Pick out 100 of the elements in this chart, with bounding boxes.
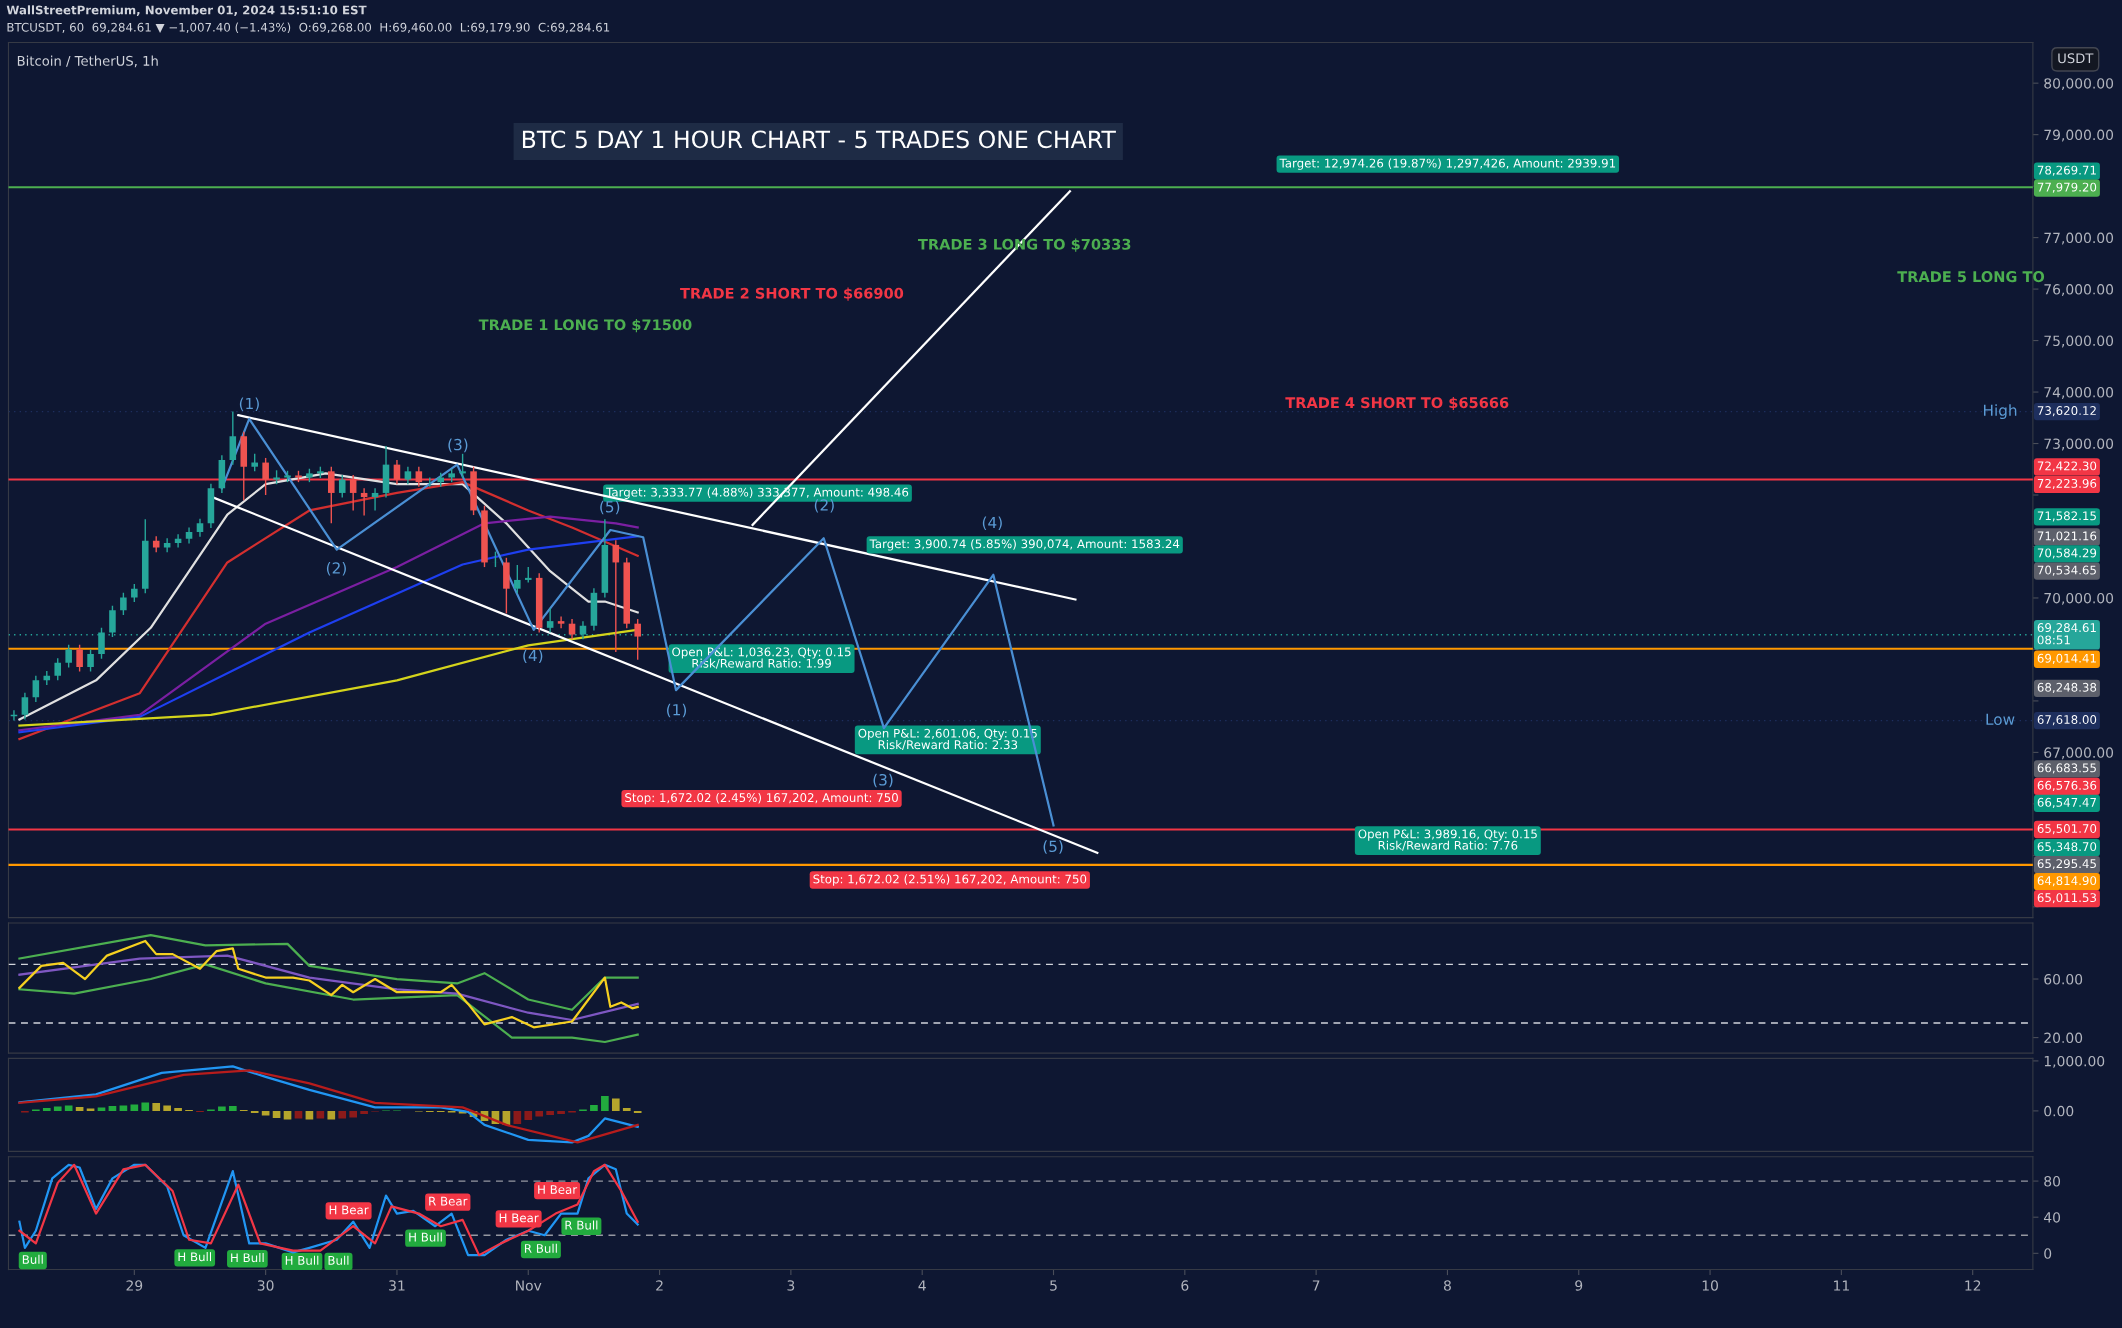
y-tick-label: 76,000.00 — [2044, 284, 2114, 296]
annotation: H Bear — [538, 1185, 578, 1194]
bar — [53, 1106, 62, 1111]
y-tick-label: 73,000.00 — [2044, 438, 2114, 451]
y-tick-label: 60.00 — [2044, 974, 2083, 985]
y-tick-label: 79,000.00 — [2044, 129, 2114, 142]
x-tick-label: 31 — [389, 1280, 405, 1291]
candlestick — [21, 691, 29, 721]
annotation: (3) — [873, 773, 893, 788]
candlestick — [65, 644, 72, 669]
bar — [75, 1106, 84, 1111]
ref-line-label: 77,979.20 — [2037, 182, 2097, 193]
bar — [42, 1107, 51, 1111]
candlestick — [120, 592, 127, 616]
text: 72,223.96 — [2037, 478, 2097, 490]
candlestick — [163, 537, 171, 553]
candlestick — [328, 465, 335, 525]
x-tick-label: 30 — [257, 1280, 274, 1291]
bar — [590, 1104, 598, 1111]
bar — [327, 1110, 336, 1120]
bar — [152, 1102, 161, 1111]
text: 70,584.29 — [2037, 548, 2097, 559]
x-tick-label: 10 — [1702, 1280, 1718, 1291]
candlestick — [546, 607, 554, 634]
annotation: (1) — [667, 703, 687, 718]
bar — [513, 1110, 522, 1124]
annotation: Bull — [328, 1255, 349, 1265]
annotation: Stop: 1,672.02 (2.51%) 167,202, Amount: 750 — [813, 874, 1087, 886]
y-tick-label: 80 — [2044, 1176, 2061, 1187]
x-tick-label: 8 — [1443, 1280, 1451, 1291]
annotation: TRADE 1 LONG TO $71500 — [478, 318, 692, 333]
text: 66,576.36 — [2037, 780, 2097, 792]
text: 68,248.38 — [2037, 682, 2097, 693]
ref-line-label: 64,814.90 — [2037, 876, 2097, 887]
y-tick-label: 77,000.00 — [2044, 232, 2114, 245]
x-tick-label: 12 — [1965, 1280, 1981, 1291]
x-tick-label: 9 — [1575, 1280, 1583, 1291]
bar — [108, 1105, 117, 1111]
y-tick-label: 80,000.00 — [2044, 78, 2114, 91]
annotation: Open P&L: 1,036.23, Qty: 0.15 Risk/Reward Ratio: 1.99 — [672, 647, 851, 669]
bar — [218, 1106, 226, 1111]
y-tick-label: 40 — [2043, 1212, 2061, 1223]
text: 71,582.15 — [2037, 511, 2096, 522]
candlestick — [415, 465, 423, 488]
annotation: H Bear — [499, 1213, 539, 1223]
bar — [349, 1110, 358, 1118]
ref-line-label: 69,284.61 08:51 — [2037, 623, 2096, 645]
bar — [163, 1105, 171, 1111]
annotation: H Bull — [409, 1232, 442, 1242]
text: 66,547.47 — [2037, 797, 2096, 809]
bar — [546, 1110, 554, 1115]
y-tick-label: 0.00 — [2044, 1105, 2074, 1117]
candlestick — [87, 648, 94, 673]
text: 70,534.65 — [2037, 565, 2096, 576]
y-tick-label: 1,000.00 — [2044, 1055, 2105, 1068]
y-tick-label: 74,000.00 — [2044, 387, 2114, 399]
bar — [119, 1105, 128, 1111]
x-tick-label: 4 — [918, 1280, 926, 1291]
annotation: H Bear — [329, 1205, 369, 1215]
candlestick — [262, 457, 269, 496]
annotation: (3) — [448, 438, 468, 453]
annotation: R Bull — [565, 1220, 598, 1230]
line-series — [18, 934, 639, 1011]
annotation: Open P&L: 2,601.06, Qty: 0.15 Risk/Reward Ratio: 2.33 — [858, 728, 1037, 751]
x-tick-label: 2 — [656, 1280, 663, 1291]
ref-line-label: 67,618.00 — [2037, 715, 2097, 726]
text: WallStreetPremium, November 01, 2024 15:51:10 EST — [6, 5, 367, 16]
text: BTC 5 DAY 1 HOUR CHART - 5 TRADES ONE CHART — [522, 130, 1116, 149]
text: BTCUSDT, 60 69,284.61 ▼ −1,007.40 (−1.43%) O:69,268.00 H:69,460.00 L:69,179.90 C:69,284.61 — [7, 22, 610, 34]
x-tick-label: 29 — [126, 1280, 143, 1291]
x-tick-label: 5 — [1050, 1280, 1057, 1291]
text: Bitcoin / TetherUS, 1h — [17, 55, 158, 68]
text: 71,021.16 — [2037, 531, 2097, 542]
annotation: High — [1983, 404, 2017, 419]
text: 78,269.71 — [2037, 165, 2096, 176]
text: 72,422.30 — [2037, 461, 2097, 472]
x-tick-label: 3 — [787, 1280, 795, 1291]
bar — [338, 1110, 347, 1119]
candlestick — [568, 618, 576, 640]
bar — [601, 1095, 609, 1111]
y-axis-title: USDT — [2058, 53, 2094, 64]
y-tick-label: 75,000.00 — [2044, 335, 2114, 348]
bar — [524, 1110, 533, 1120]
annotation: H Bull — [285, 1255, 319, 1265]
annotation: TRADE 2 SHORT TO $66900 — [680, 287, 904, 301]
annotation: TRADE 5 LONG TO — [1897, 271, 2045, 283]
annotation: (1) — [239, 397, 259, 412]
candlestick — [32, 674, 40, 703]
y-tick-label: 0 — [2044, 1248, 2052, 1259]
line-series — [18, 954, 639, 1022]
annotation: Target: 12,974.26 (19.87%) 1,297,426, Amount: 2939.91 — [1279, 158, 1616, 170]
candlestick — [338, 474, 346, 499]
annotation: (2) — [326, 561, 346, 576]
y-tick-label: 67,000.00 — [2044, 747, 2114, 760]
bar — [86, 1108, 95, 1111]
candlestick — [131, 583, 138, 603]
candlestick — [54, 657, 62, 682]
x-tick-label: 6 — [1181, 1280, 1189, 1291]
annotation: (5) — [600, 500, 620, 515]
x-tick-label: Nov — [516, 1280, 542, 1291]
